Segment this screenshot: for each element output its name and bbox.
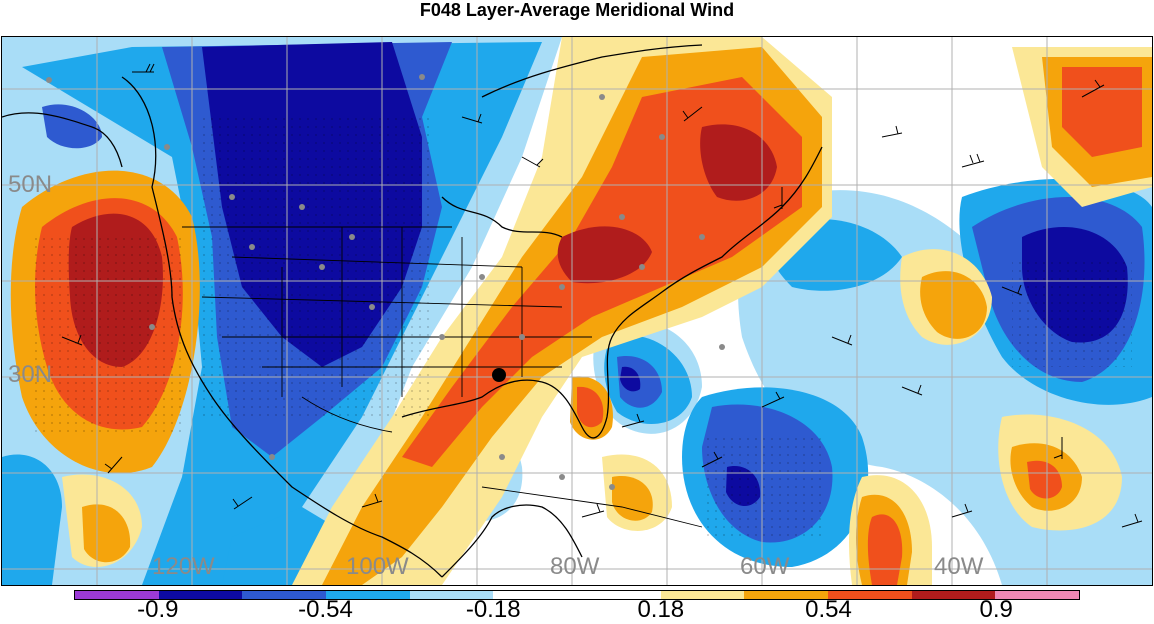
lon-label-120w: 120W bbox=[152, 553, 215, 580]
map-panel: 50N 30N 120W 100W 80W 60W 40W bbox=[1, 36, 1153, 586]
colorbar-segment bbox=[577, 591, 661, 599]
lat-label-50n: 50N bbox=[8, 171, 53, 198]
colorbar-segment bbox=[493, 591, 578, 599]
colorbar-label: 0.18 bbox=[637, 596, 685, 623]
lon-label-60w: 60W bbox=[740, 553, 790, 580]
colorbar-segment bbox=[828, 591, 912, 599]
colorbar-labels: -0.9 -0.54 -0.18 0.18 0.54 0.9 bbox=[74, 596, 1080, 623]
colorbar-label: 0.54 bbox=[805, 596, 852, 623]
colorbar-segment bbox=[75, 591, 159, 599]
colorbar-segment bbox=[911, 591, 996, 599]
colorbar-segment bbox=[744, 591, 829, 599]
graticule bbox=[2, 37, 1152, 585]
map-canvas bbox=[2, 37, 1152, 585]
wind-barbs bbox=[61, 63, 1143, 528]
political-borders bbox=[182, 226, 703, 528]
colorbar-segment bbox=[326, 591, 410, 599]
colorbar-segment bbox=[242, 591, 327, 599]
colorbar-segment bbox=[660, 591, 745, 599]
colorbar-label: -0.9 bbox=[137, 596, 179, 623]
lon-label-100w: 100W bbox=[346, 553, 409, 580]
colorbar-segment bbox=[409, 591, 494, 599]
lon-label-40w: 40W bbox=[934, 553, 984, 580]
coastlines bbox=[2, 44, 823, 578]
colorbar-label: -0.18 bbox=[465, 596, 521, 623]
colorbar-segment bbox=[995, 591, 1080, 599]
colorbar-label: 0.9 bbox=[979, 596, 1013, 623]
location-marker bbox=[492, 368, 506, 382]
colorbar-segment bbox=[158, 591, 243, 599]
colorbar-label: -0.54 bbox=[298, 596, 353, 623]
lat-label-30n: 30N bbox=[8, 361, 53, 388]
lon-label-80w: 80W bbox=[550, 553, 600, 580]
colorbar bbox=[74, 590, 1080, 600]
station-markers bbox=[46, 74, 725, 490]
map-title: F048 Layer-Average Meridional Wind bbox=[419, 0, 735, 20]
